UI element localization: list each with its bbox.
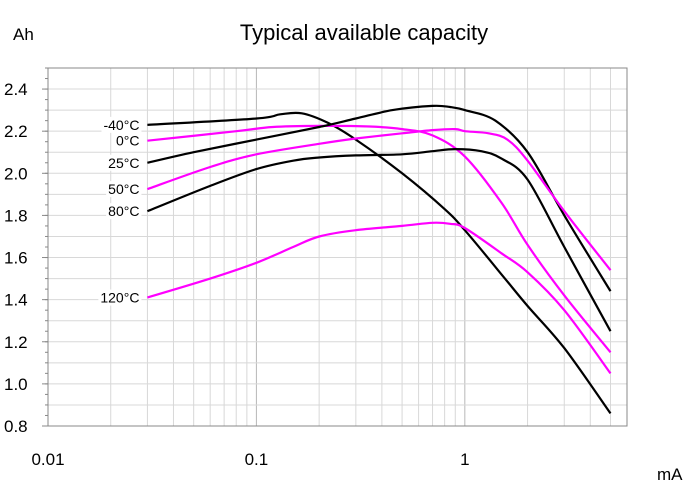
x-tick-label: 0.01 <box>31 450 64 469</box>
y-tick-label: 1.0 <box>4 375 28 394</box>
y-tick-label: 1.4 <box>4 291 28 310</box>
y-tick-label: 1.2 <box>4 333 28 352</box>
series-lines <box>146 104 612 415</box>
series-line <box>147 111 612 415</box>
y-tick-label: 1.6 <box>4 249 28 268</box>
series-label: -40°C <box>103 117 139 133</box>
series-label: 50°C <box>108 181 139 197</box>
x-tick-label: 0.1 <box>245 450 269 469</box>
series-line <box>147 221 612 375</box>
series-label: 0°C <box>116 133 140 149</box>
y-tick-label: 1.8 <box>4 206 28 225</box>
series-line <box>147 104 612 292</box>
series-line <box>146 148 612 332</box>
y-axis-label: Ah <box>13 25 34 44</box>
series-label-background <box>106 203 142 220</box>
y-tick-label: 0.8 <box>4 417 28 436</box>
y-axis-ticks: 0.8 1.0 1.2 1.4 1.6 1.8 2.0 2.2 2.4 <box>4 67 48 436</box>
series-label: 120°C <box>100 290 139 306</box>
y-tick-label: 2.4 <box>4 80 28 99</box>
y-tick-label: 2.0 <box>4 164 28 183</box>
series-label-background <box>98 289 142 306</box>
chart-title: Typical available capacity <box>240 20 488 45</box>
x-axis-ticks: 0.01 0.1 1 <box>31 450 469 469</box>
x-tick-label: 1 <box>460 450 469 469</box>
y-tick-label: 2.2 <box>4 122 28 141</box>
series-label-background <box>101 116 142 133</box>
series-labels: -40°C0°C 25°C 50°C 80°C 120°C <box>98 116 142 306</box>
series-label-background <box>113 132 142 149</box>
series-label-background <box>106 181 142 198</box>
x-axis-label: mA <box>657 465 683 484</box>
series-line <box>147 127 612 271</box>
series-line <box>147 124 612 353</box>
series-label-background <box>106 154 142 171</box>
series-label: 80°C <box>108 203 139 219</box>
series-label: 25°C <box>108 155 139 171</box>
